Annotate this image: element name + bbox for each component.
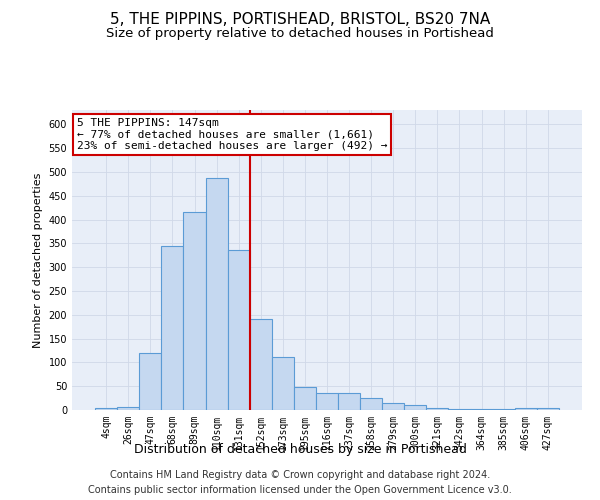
Bar: [117, 406, 139, 410]
Y-axis label: Number of detached properties: Number of detached properties: [33, 172, 43, 348]
Text: Contains HM Land Registry data © Crown copyright and database right 2024.: Contains HM Land Registry data © Crown c…: [110, 470, 490, 480]
Bar: [493, 409, 515, 410]
Bar: [184, 212, 206, 410]
Bar: [206, 178, 227, 410]
Text: Distribution of detached houses by size in Portishead: Distribution of detached houses by size …: [134, 442, 466, 456]
Text: Contains public sector information licensed under the Open Government Licence v3: Contains public sector information licen…: [88, 485, 512, 495]
Bar: [338, 394, 360, 410]
Bar: [404, 405, 427, 410]
Bar: [227, 250, 250, 410]
Bar: [139, 353, 161, 410]
Bar: [382, 403, 404, 410]
Bar: [427, 408, 448, 410]
Bar: [470, 409, 493, 410]
Bar: [250, 318, 272, 410]
Bar: [95, 408, 117, 410]
Bar: [360, 398, 382, 410]
Bar: [515, 408, 537, 410]
Text: 5, THE PIPPINS, PORTISHEAD, BRISTOL, BS20 7NA: 5, THE PIPPINS, PORTISHEAD, BRISTOL, BS2…: [110, 12, 490, 28]
Bar: [448, 409, 470, 410]
Bar: [272, 357, 294, 410]
Text: 5 THE PIPPINS: 147sqm
← 77% of detached houses are smaller (1,661)
23% of semi-d: 5 THE PIPPINS: 147sqm ← 77% of detached …: [77, 118, 388, 150]
Bar: [316, 394, 338, 410]
Text: Size of property relative to detached houses in Portishead: Size of property relative to detached ho…: [106, 28, 494, 40]
Bar: [161, 246, 184, 410]
Bar: [294, 387, 316, 410]
Bar: [537, 408, 559, 410]
